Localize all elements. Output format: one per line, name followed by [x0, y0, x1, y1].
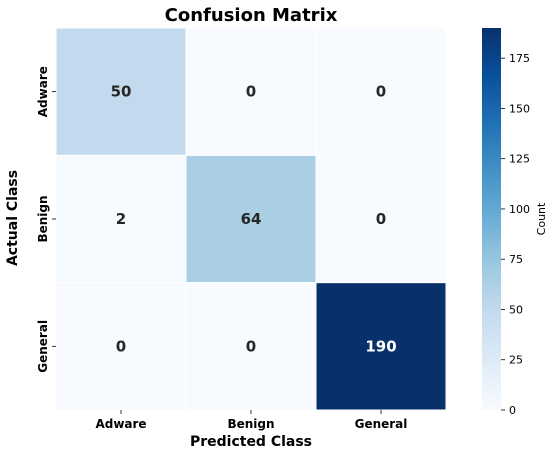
- x-tick-label: Benign: [227, 417, 274, 431]
- cell-value-label: 0: [376, 210, 386, 228]
- colorbar-tick-label: 0: [509, 404, 516, 417]
- heatmap-cell: [315, 27, 447, 156]
- y-tick-label: Benign: [36, 195, 50, 242]
- y-tick-label: General: [36, 320, 50, 373]
- colorbar-gradient: [482, 28, 501, 410]
- colorbar-tick-label: 175: [509, 52, 530, 65]
- y-axis-ticks: Adware Benign General: [36, 66, 56, 373]
- heatmap-cell: [55, 154, 187, 284]
- heatmap-cells: 50 0 0 2 64 0 0 0 190: [55, 27, 447, 411]
- x-tick-label: General: [355, 417, 408, 431]
- cell-value-label: 0: [246, 337, 256, 355]
- heatmap-cell: [185, 154, 317, 284]
- cell-value-label: 50: [111, 83, 132, 101]
- colorbar-title: Count: [535, 202, 548, 235]
- x-axis-title: Predicted Class: [190, 434, 312, 450]
- cell-value-label: 0: [116, 337, 126, 355]
- cell-value-label: 64: [241, 210, 262, 228]
- colorbar-tick-label: 100: [509, 203, 530, 216]
- x-axis-ticks: Adware Benign General: [95, 410, 407, 431]
- colorbar-tick-label: 125: [509, 153, 530, 166]
- chart-title: Confusion Matrix: [165, 5, 338, 26]
- colorbar-tick-label: 150: [509, 102, 530, 115]
- heatmap-cell: [185, 282, 317, 411]
- heatmap-cell: [185, 27, 317, 156]
- colorbar: 0 25 50 75 100 125 150 175 Count: [482, 28, 548, 417]
- x-tick-label: Adware: [95, 417, 146, 431]
- cell-value-label: 0: [376, 83, 386, 101]
- heatmap-cell: [315, 154, 447, 284]
- y-tick-label: Adware: [36, 66, 50, 117]
- y-axis-title: Actual Class: [5, 170, 21, 266]
- colorbar-tick-label: 50: [509, 303, 523, 316]
- colorbar-tick-label: 25: [509, 354, 523, 367]
- cell-value-label: 0: [246, 83, 256, 101]
- heatmap-cell: [55, 27, 187, 156]
- cell-value-label: 190: [365, 337, 396, 355]
- colorbar-tick-label: 75: [509, 253, 523, 266]
- cell-value-label: 2: [116, 210, 126, 228]
